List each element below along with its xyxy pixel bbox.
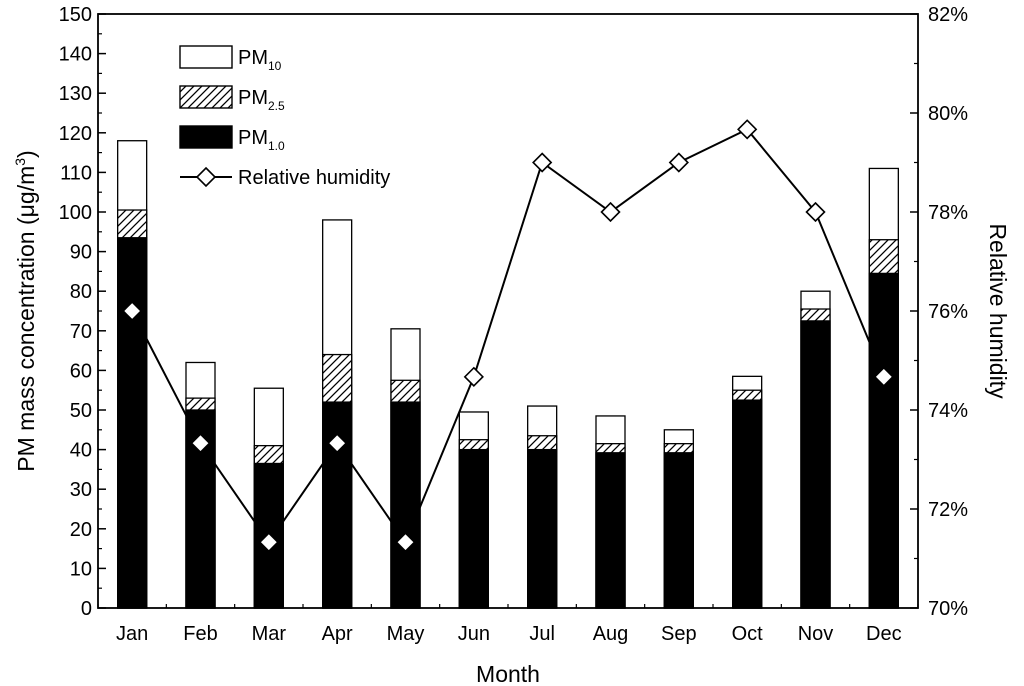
humidity-point-may bbox=[395, 532, 416, 553]
x-tick-label-aug: Aug bbox=[593, 623, 629, 645]
humidity-point-oct bbox=[737, 119, 758, 140]
y-tick-label: 60 bbox=[70, 360, 92, 382]
legend-label-main: PM bbox=[238, 127, 268, 149]
bar-aug-pm1_0 bbox=[595, 452, 626, 609]
x-tick-label-feb: Feb bbox=[183, 623, 217, 645]
y-tick-label: 70 bbox=[70, 321, 92, 343]
x-tick-label-jul: Jul bbox=[529, 623, 555, 645]
axes-layer: 0 10 20 30 40 50 60 70 80 90 100 110 120 130 140 150 70%… bbox=[12, 4, 1011, 686]
humidity-point-jan bbox=[122, 300, 143, 322]
humidity-point-sep bbox=[668, 152, 689, 173]
y-tick-label: 150 bbox=[59, 4, 92, 26]
y2-tick-label: 76% bbox=[928, 301, 968, 323]
x-tick-label-may: May bbox=[387, 623, 425, 645]
legend-swatch-solid-box bbox=[179, 125, 233, 149]
legend-swatch-open-box bbox=[179, 45, 233, 69]
humidity-point-feb bbox=[190, 433, 211, 454]
y-tick-label: 20 bbox=[70, 519, 92, 541]
y-tick-label: 0 bbox=[81, 598, 92, 620]
legend-label-sub: 1.0 bbox=[268, 139, 285, 153]
legend-label-main: Relative humidity bbox=[238, 167, 390, 189]
legend-label: PM2.5 bbox=[238, 87, 285, 113]
y-axis-title-part: PM mass concentration (μg/m bbox=[13, 166, 39, 472]
y-tick-label: 30 bbox=[70, 479, 92, 501]
humidity-line bbox=[131, 128, 885, 545]
bar-jan-pm1_0 bbox=[117, 237, 148, 609]
bar-jul-pm1_0 bbox=[527, 448, 558, 609]
x-tick-label-sep: Sep bbox=[661, 623, 697, 645]
legend-label: PM10 bbox=[238, 47, 282, 73]
y2-tick-label: 72% bbox=[928, 499, 968, 521]
y-axis-title: PM mass concentration (μg/m3) bbox=[12, 150, 39, 471]
humidity-point-mar bbox=[258, 532, 279, 553]
bar-mar-pm1_0 bbox=[253, 462, 284, 609]
x-tick-label-dec: Dec bbox=[866, 623, 902, 645]
y2-tick-label: 80% bbox=[928, 103, 968, 125]
bars-layer bbox=[117, 140, 899, 609]
y-tick-label: 80 bbox=[70, 281, 92, 303]
legend-label-sub: 10 bbox=[268, 59, 282, 73]
y2-axis-title: Relative humidity bbox=[985, 223, 1011, 399]
y-tick-label: 50 bbox=[70, 400, 92, 422]
y2-tick-label: 82% bbox=[928, 4, 968, 26]
bar-oct-pm1_0 bbox=[732, 399, 763, 609]
humidity-point-dec bbox=[873, 366, 894, 387]
x-tick-label-oct: Oct bbox=[732, 623, 764, 645]
x-axis-title: Month bbox=[476, 661, 540, 686]
humidity-point-apr bbox=[327, 433, 348, 454]
y-tick-label: 120 bbox=[59, 123, 92, 145]
legend-swatch-hatch-box bbox=[179, 85, 233, 109]
bar-jun-pm1_0 bbox=[458, 448, 489, 609]
y-tick-label: 140 bbox=[59, 44, 92, 66]
bar-sep-pm1_0 bbox=[663, 452, 694, 609]
humidity-point-jun bbox=[463, 366, 484, 387]
humidity-line-layer bbox=[122, 119, 894, 553]
y-tick-label: 90 bbox=[70, 242, 92, 264]
x-tick-label-apr: Apr bbox=[322, 623, 353, 645]
y-tick-label: 110 bbox=[60, 162, 92, 184]
bar-dec-pm1_0 bbox=[868, 272, 899, 609]
y-tick-label: 40 bbox=[70, 440, 92, 462]
legend-label-sub: 2.5 bbox=[268, 99, 285, 113]
x-tick-label-jan: Jan bbox=[116, 623, 148, 645]
x-tick-label-jun: Jun bbox=[458, 623, 490, 645]
y-tick-label: 10 bbox=[70, 558, 92, 580]
legend-label: Relative humidity bbox=[238, 167, 390, 189]
legend-label-main: PM bbox=[238, 87, 268, 109]
bar-nov-pm1_0 bbox=[800, 320, 831, 609]
humidity-point-jul bbox=[532, 152, 553, 173]
y2-tick-label: 74% bbox=[928, 400, 968, 422]
bar-may-pm1_0 bbox=[390, 401, 421, 609]
y-axis-title-part: ) bbox=[13, 150, 39, 158]
y2-tick-label: 78% bbox=[928, 202, 968, 224]
legend-label-main: PM bbox=[238, 47, 268, 69]
legend-diamond-swatch bbox=[195, 166, 217, 188]
x-tick-label-nov: Nov bbox=[798, 623, 834, 645]
humidity-point-aug bbox=[600, 201, 621, 223]
legend-label: PM1.0 bbox=[238, 127, 285, 153]
y-axis-title-superscript: 3 bbox=[12, 158, 28, 166]
bar-apr-pm1_0 bbox=[322, 401, 353, 609]
y-tick-label: 100 bbox=[59, 202, 92, 224]
y-tick-label: 130 bbox=[59, 83, 92, 105]
y2-tick-label: 70% bbox=[928, 598, 968, 620]
humidity-point-nov bbox=[805, 201, 826, 223]
x-tick-label-mar: Mar bbox=[252, 623, 287, 645]
